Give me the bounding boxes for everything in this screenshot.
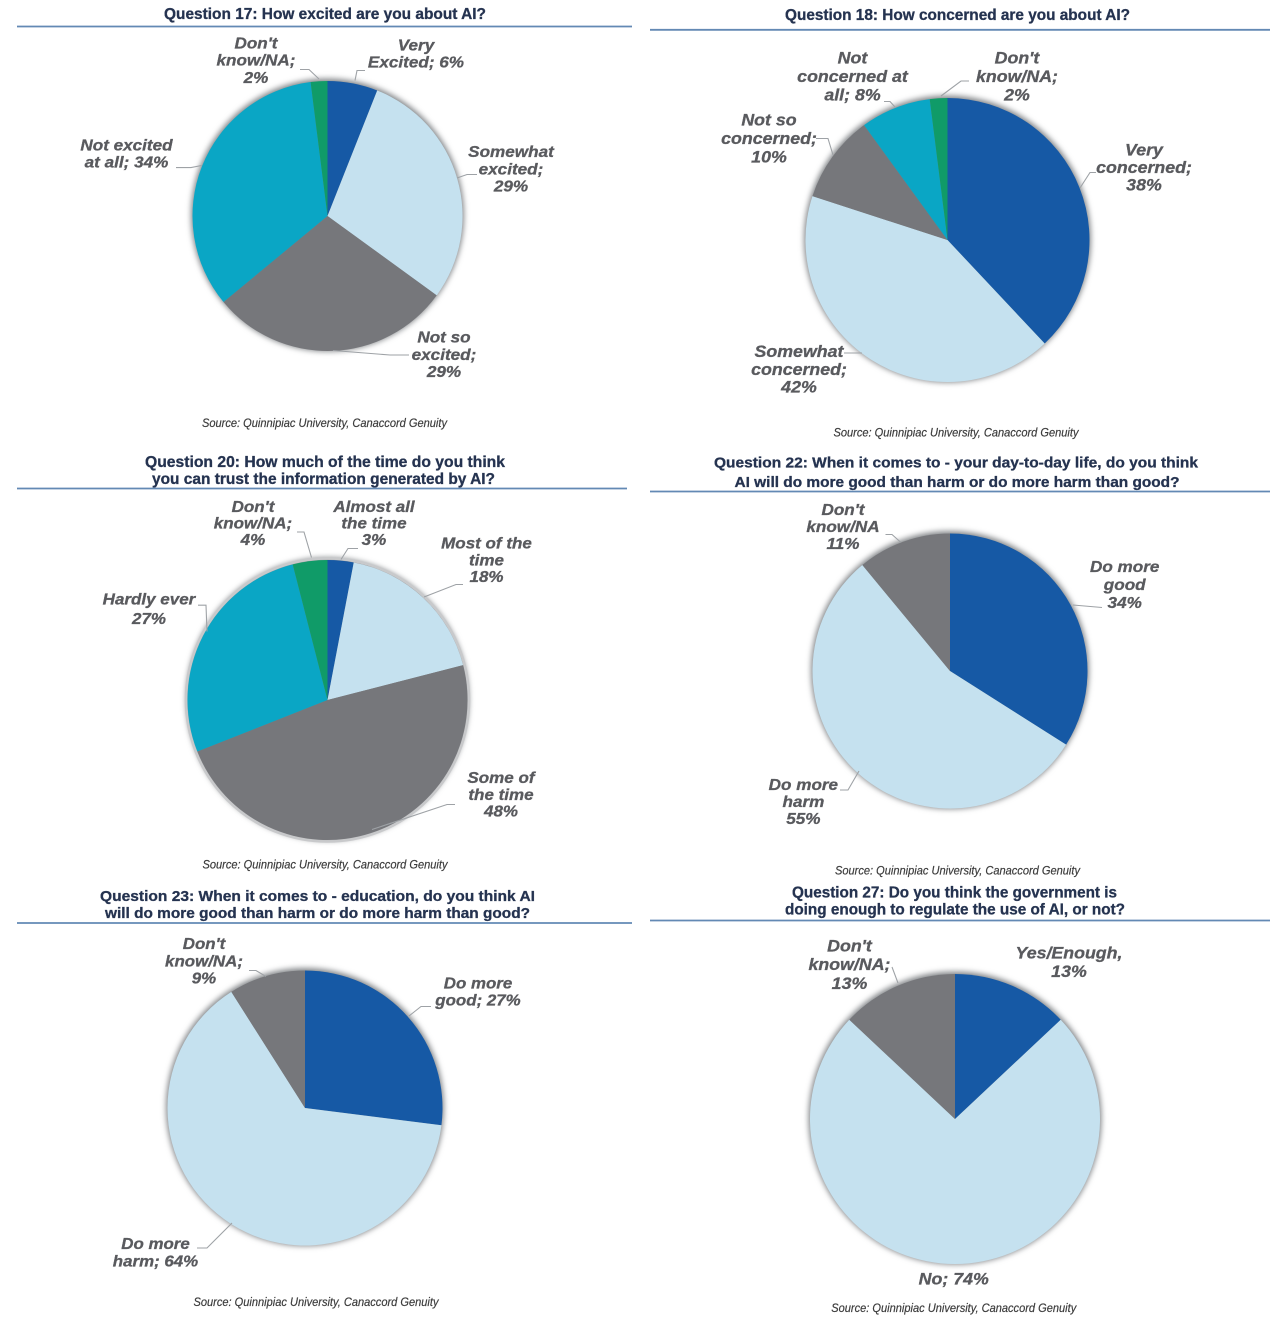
svg-text:Source: Quinnipiac University,: Source: Quinnipiac University, Canaccord… bbox=[831, 1301, 1077, 1315]
svg-text:Source: Quinnipiac University,: Source: Quinnipiac University, Canaccord… bbox=[835, 864, 1081, 878]
svg-text:Source: Quinnipiac University,: Source: Quinnipiac University, Canaccord… bbox=[194, 1295, 440, 1309]
svg-text:concerned;: concerned; bbox=[721, 130, 817, 148]
svg-text:2%: 2% bbox=[1003, 87, 1030, 105]
svg-text:Don't: Don't bbox=[235, 35, 279, 52]
svg-text:Do more: Do more bbox=[1090, 559, 1160, 576]
svg-text:4%: 4% bbox=[240, 532, 266, 549]
svg-text:Somewhat: Somewhat bbox=[755, 343, 845, 361]
svg-text:11%: 11% bbox=[827, 536, 860, 553]
svg-text:Source: Quinnipiac University,: Source: Quinnipiac University, Canaccord… bbox=[834, 426, 1080, 440]
svg-text:you can trust the information: you can trust the information generated … bbox=[152, 471, 495, 488]
svg-text:harm: harm bbox=[783, 794, 825, 811]
svg-text:know/NA;: know/NA; bbox=[976, 68, 1058, 86]
svg-text:will do more good than harm or: will do more good than harm or do more h… bbox=[104, 905, 530, 922]
svg-text:all; 8%: all; 8% bbox=[824, 87, 881, 105]
svg-text:3%: 3% bbox=[362, 532, 387, 549]
svg-text:Somewhat: Somewhat bbox=[468, 144, 554, 161]
svg-text:Don't: Don't bbox=[995, 50, 1040, 68]
svg-text:know/NA;: know/NA; bbox=[165, 953, 243, 970]
svg-text:34%: 34% bbox=[1108, 595, 1142, 612]
svg-text:Source: Quinnipiac University,: Source: Quinnipiac University, Canaccord… bbox=[203, 858, 449, 872]
svg-text:doing enough to regulate the u: doing enough to regulate the use of AI, … bbox=[785, 902, 1125, 919]
svg-text:know/NA;: know/NA; bbox=[809, 956, 891, 974]
svg-text:Very: Very bbox=[1125, 142, 1164, 160]
svg-text:10%: 10% bbox=[751, 149, 787, 167]
svg-text:Don't: Don't bbox=[232, 499, 276, 516]
svg-text:know/NA: know/NA bbox=[806, 519, 879, 536]
svg-text:13%: 13% bbox=[1051, 963, 1087, 981]
svg-text:29%: 29% bbox=[426, 364, 461, 381]
svg-text:18%: 18% bbox=[470, 569, 504, 586]
svg-text:the time: the time bbox=[341, 515, 407, 532]
svg-text:the time: the time bbox=[468, 787, 534, 804]
svg-text:Some of: Some of bbox=[467, 770, 536, 787]
svg-text:Don't: Don't bbox=[183, 936, 226, 953]
svg-text:Hardly ever: Hardly ever bbox=[103, 592, 197, 609]
svg-text:at all; 34%: at all; 34% bbox=[85, 155, 169, 172]
svg-text:know/NA;: know/NA; bbox=[217, 53, 296, 70]
svg-text:9%: 9% bbox=[192, 971, 217, 988]
svg-text:Question 23: When it comes to: Question 23: When it comes to - educatio… bbox=[100, 888, 535, 905]
svg-text:Don't: Don't bbox=[822, 502, 866, 519]
svg-text:Excited; 6%: Excited; 6% bbox=[368, 55, 464, 72]
svg-text:Not so: Not so bbox=[741, 112, 796, 130]
svg-text:27%: 27% bbox=[131, 611, 166, 628]
svg-text:concerned at: concerned at bbox=[797, 68, 908, 86]
svg-text:concerned;: concerned; bbox=[1096, 159, 1192, 177]
svg-text:harm; 64%: harm; 64% bbox=[113, 1253, 199, 1270]
svg-text:time: time bbox=[469, 552, 504, 569]
svg-text:Don't: Don't bbox=[827, 937, 872, 955]
svg-text:Do more: Do more bbox=[444, 976, 513, 993]
svg-text:Not: Not bbox=[838, 50, 868, 68]
svg-text:excited;: excited; bbox=[412, 347, 477, 364]
svg-text:AI will do more good than harm: AI will do more good than harm or do mor… bbox=[735, 475, 1180, 491]
svg-text:Do more: Do more bbox=[769, 777, 839, 794]
svg-text:Question 27: Do you think the: Question 27: Do you think the government… bbox=[792, 885, 1117, 902]
svg-text:Very: Very bbox=[398, 37, 436, 54]
svg-text:excited;: excited; bbox=[479, 161, 544, 178]
svg-text:Not excited: Not excited bbox=[80, 137, 173, 154]
svg-text:38%: 38% bbox=[1126, 177, 1162, 195]
svg-text:42%: 42% bbox=[780, 379, 817, 397]
svg-text:Question 17: How excited are y: Question 17: How excited are you about A… bbox=[164, 6, 486, 23]
svg-text:Question 20: How much of the t: Question 20: How much of the time do you… bbox=[145, 454, 505, 471]
svg-text:2%: 2% bbox=[243, 70, 269, 87]
svg-text:No; 74%: No; 74% bbox=[919, 1270, 990, 1288]
svg-text:good; 27%: good; 27% bbox=[434, 993, 521, 1010]
svg-text:48%: 48% bbox=[483, 804, 518, 821]
svg-text:55%: 55% bbox=[786, 811, 820, 828]
svg-text:Almost all: Almost all bbox=[332, 499, 415, 516]
svg-text:Not so: Not so bbox=[417, 330, 471, 347]
svg-text:concerned;: concerned; bbox=[751, 361, 847, 379]
svg-text:Question 18: How concerned are: Question 18: How concerned are you about… bbox=[785, 7, 1130, 24]
svg-text:Yes/Enough,: Yes/Enough, bbox=[1016, 944, 1123, 962]
svg-text:Question 22: When it comes to: Question 22: When it comes to - your day… bbox=[714, 456, 1199, 472]
svg-text:Source: Quinnipiac University,: Source: Quinnipiac University, Canaccord… bbox=[202, 416, 448, 430]
svg-text:know/NA;: know/NA; bbox=[214, 515, 292, 532]
svg-text:Do more: Do more bbox=[121, 1236, 190, 1253]
svg-text:29%: 29% bbox=[493, 179, 528, 196]
svg-text:13%: 13% bbox=[832, 975, 868, 993]
svg-text:Most of the: Most of the bbox=[441, 536, 532, 553]
svg-text:good: good bbox=[1103, 577, 1146, 594]
